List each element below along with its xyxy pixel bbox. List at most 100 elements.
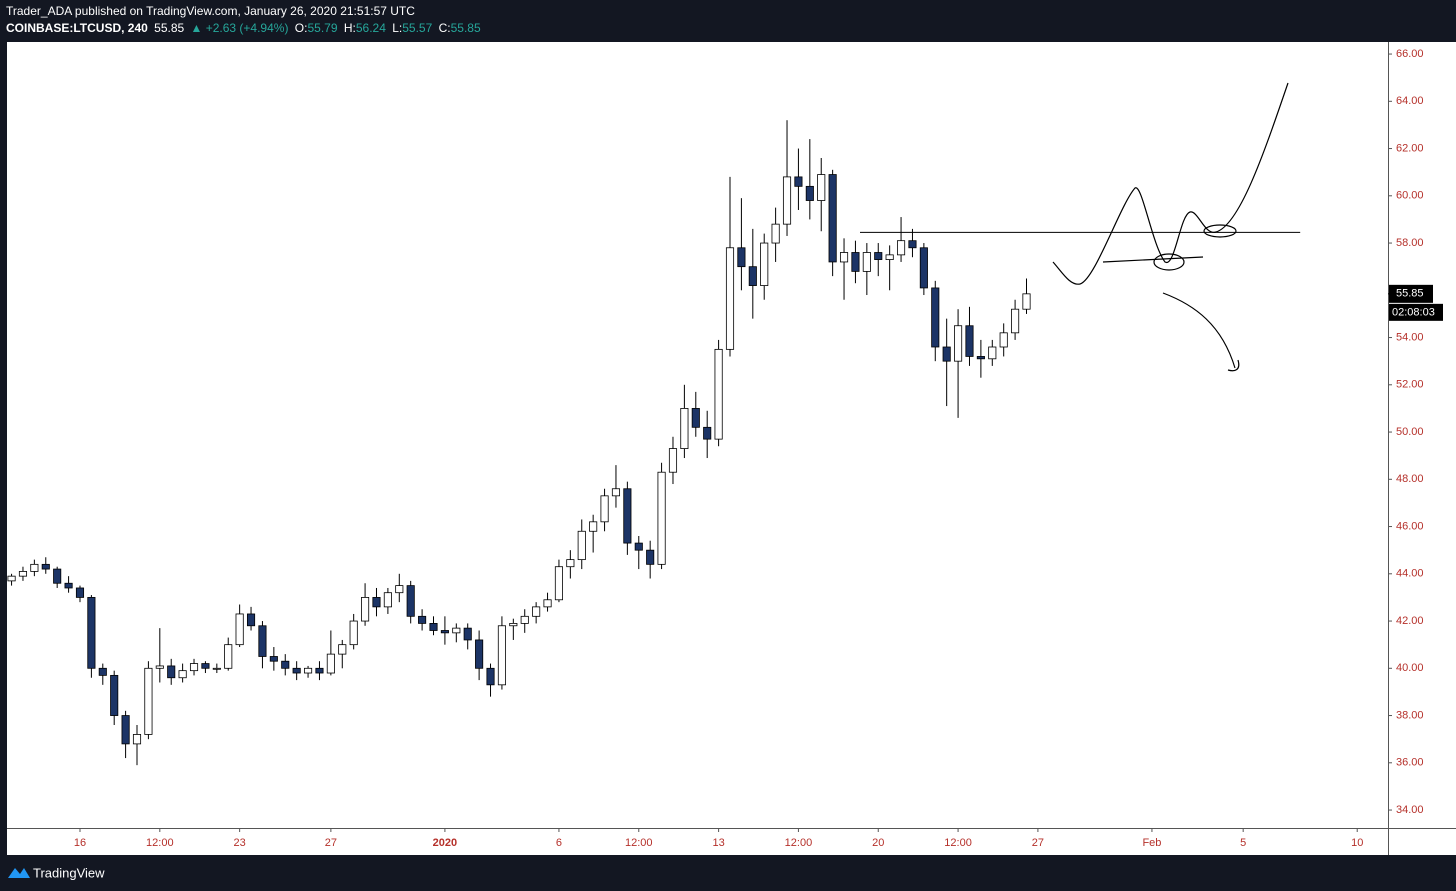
footer-bar [0, 855, 1456, 891]
candle-body [258, 625, 267, 657]
candle-body [623, 488, 632, 544]
candle-body [201, 663, 210, 669]
symbol: COINBASE:LTCUSD, 240 [6, 21, 148, 35]
candle-body [589, 521, 598, 532]
x-tick-label: 27 [325, 837, 337, 849]
candle-body [349, 620, 358, 646]
y-tick-label: 64.00 [1396, 95, 1424, 107]
y-tick-label: 36.00 [1396, 757, 1424, 769]
drawing-line [1102, 256, 1204, 263]
candle-body [657, 471, 666, 565]
candle-body [475, 639, 484, 669]
candle-body [315, 667, 324, 674]
candle-body [75, 587, 85, 598]
candle-body [839, 252, 849, 263]
y-tick-label: 58.00 [1396, 237, 1424, 249]
h-label: H: [343, 21, 356, 35]
publisher-line: Trader_ADA published on TradingView.com,… [6, 3, 484, 20]
x-tick-label: 23 [234, 837, 246, 849]
candle-body [41, 563, 50, 570]
o-label: O: [294, 21, 308, 35]
price-label-box [1389, 284, 1433, 303]
candle-body [224, 644, 233, 669]
candle-body [725, 247, 735, 350]
candle-body [144, 667, 153, 735]
candle-body [988, 346, 997, 360]
candle-body [18, 571, 28, 577]
h-value: 56.24 [355, 21, 386, 35]
candle-body [167, 665, 176, 679]
brand: TradingView [33, 865, 105, 880]
candle-body [805, 185, 814, 201]
candle-body [782, 176, 792, 225]
price: 55.85 [154, 21, 185, 35]
y-tick-label: 38.00 [1396, 709, 1424, 721]
candle-body [486, 667, 495, 686]
candle-body [1011, 308, 1020, 334]
x-tick-label: 13 [712, 837, 724, 849]
candle-body [691, 408, 700, 428]
brand-logo [8, 868, 30, 878]
candle-body [383, 592, 392, 608]
drawings [1052, 82, 1289, 372]
candle-body [98, 667, 107, 676]
candle-body [577, 530, 586, 561]
candle-body [908, 240, 917, 249]
o-value: 55.79 [307, 21, 338, 35]
candle-body [646, 549, 655, 565]
candle-body [554, 566, 563, 601]
candle-body [817, 174, 826, 201]
y-tick-label: 62.00 [1396, 142, 1424, 154]
x-tick-label: 27 [1032, 837, 1044, 849]
candle-body [269, 656, 278, 662]
candle-body [361, 597, 370, 622]
x-tick-label: 12:00 [625, 837, 653, 849]
candle-body [600, 495, 609, 523]
candle-body [53, 568, 62, 584]
candle-body [372, 597, 381, 608]
x-tick-label: 12:00 [146, 837, 174, 849]
drawing-circle [1203, 224, 1237, 238]
candle-body [304, 667, 313, 674]
candle-body [897, 240, 906, 256]
candle-body [132, 734, 142, 745]
candle-body [497, 625, 506, 686]
y-tick-label: 46.00 [1396, 520, 1424, 532]
header: Trader_ADA published on TradingView.com,… [6, 3, 484, 37]
candle-body [121, 715, 130, 745]
candle-body [110, 674, 119, 716]
candle-body [406, 585, 415, 617]
candle-body [338, 644, 347, 655]
y-tick-label: 50.00 [1396, 426, 1424, 438]
candle-body [532, 606, 541, 617]
x-tick-label: 12:00 [944, 837, 972, 849]
candle-body [235, 613, 244, 646]
candle-body [874, 252, 883, 260]
candle-body [452, 627, 461, 634]
candle-body [919, 247, 928, 289]
candle-body [463, 627, 472, 641]
candle-body [680, 408, 689, 449]
price-label: 55.85 [1396, 288, 1424, 300]
candle-body [155, 665, 164, 669]
candle-body [292, 667, 301, 674]
x-tick-label: 5 [1240, 837, 1246, 849]
drawing-circle [1153, 253, 1185, 271]
x-tick-label: 16 [74, 837, 86, 849]
candle-body [509, 623, 518, 627]
candle-body [64, 582, 73, 589]
y-tick-label: 34.00 [1396, 804, 1424, 816]
drawing-path [1052, 82, 1289, 285]
x-tick-label: 12:00 [785, 837, 813, 849]
candle-body [440, 630, 449, 634]
candle-body [7, 575, 16, 582]
candle-body [942, 346, 951, 362]
candle-body [566, 559, 575, 568]
countdown: 02:08:03 [1392, 307, 1435, 319]
candle-body [760, 242, 769, 286]
candle-body [395, 585, 404, 594]
candle-body [954, 325, 963, 362]
c-label: C: [438, 21, 451, 35]
